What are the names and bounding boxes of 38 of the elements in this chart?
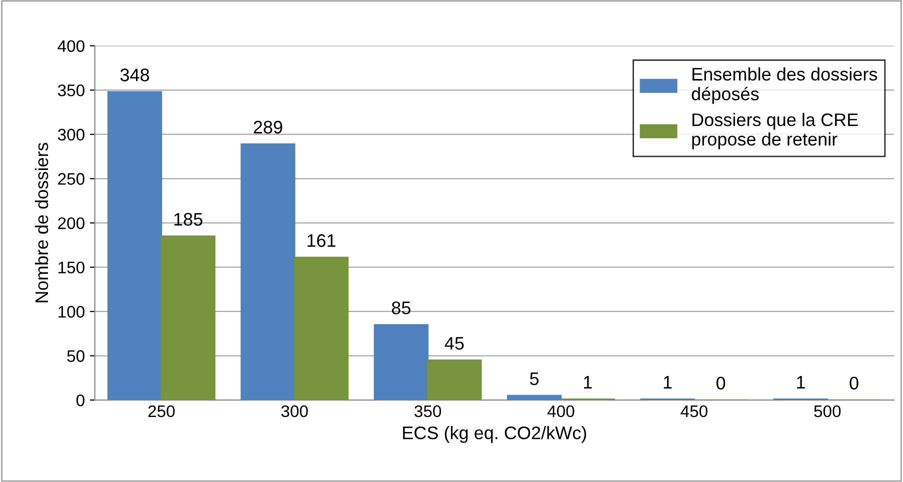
y-tick-label: 200 — [58, 217, 84, 230]
y-tick-label: 350 — [58, 84, 84, 96]
data-label: 5 — [530, 372, 539, 386]
bar — [427, 360, 482, 400]
data-label: 85 — [392, 301, 410, 314]
y-tick-label: 150 — [58, 262, 84, 274]
data-label: 0 — [850, 376, 858, 390]
x-tick-label: 450 — [680, 405, 708, 418]
x-tick-label: 400 — [547, 405, 574, 418]
bar — [507, 394, 562, 400]
y-axis-title: Nombre de dossiers — [34, 142, 48, 302]
data-label: 0 — [716, 376, 726, 390]
bar — [107, 91, 162, 400]
x-tick-label: 350 — [414, 405, 442, 418]
y-tick-label: 50 — [67, 350, 84, 362]
y-tick-label: 100 — [58, 306, 84, 318]
y-tick-label: 250 — [58, 173, 84, 185]
data-label: 1 — [584, 376, 592, 388]
data-label: 348 — [120, 68, 150, 82]
legend-label: Dossiers que la CRE propose de retenir — [692, 112, 858, 150]
bar — [294, 256, 349, 400]
y-tick-label: 400 — [58, 40, 84, 52]
bar — [374, 324, 428, 400]
data-label: 161 — [308, 234, 336, 247]
data-label: 289 — [254, 120, 282, 134]
data-label: 45 — [444, 337, 464, 350]
y-tick-label: 300 — [58, 128, 84, 141]
data-label: 1 — [664, 376, 672, 388]
y-tick-label: 0 — [76, 394, 84, 406]
x-tick-label: 300 — [281, 405, 308, 418]
x-axis-title: ECS (kg eq. CO2/kWc) — [403, 426, 586, 443]
data-label: 1 — [797, 376, 805, 388]
x-tick-label: 500 — [814, 405, 841, 418]
legend-label: Ensemble des dossiers déposés — [692, 67, 878, 104]
x-tick-label: 250 — [148, 405, 175, 418]
data-label: 185 — [174, 212, 202, 226]
bar — [240, 143, 296, 400]
bar — [160, 236, 216, 400]
